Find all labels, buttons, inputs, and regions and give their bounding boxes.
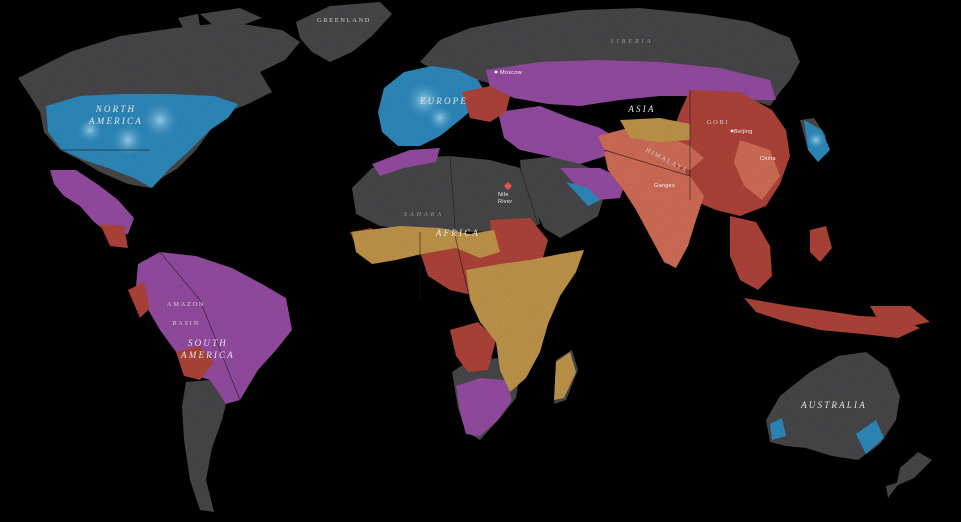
label-amazon: AMAZON bbox=[167, 301, 205, 308]
label-north-america-2: AMERICA bbox=[88, 116, 143, 126]
label-siberia: SIBERIA bbox=[611, 39, 654, 45]
label-basin: BASIN bbox=[172, 320, 200, 327]
label-beijing: Beijing bbox=[734, 129, 753, 135]
label-china: China bbox=[760, 156, 777, 162]
moscow-marker bbox=[494, 70, 498, 74]
beijing-marker bbox=[730, 129, 734, 133]
label-sahara: SAHARA bbox=[404, 212, 444, 218]
label-nile-2: River bbox=[498, 199, 512, 205]
label-europe: EUROPE bbox=[419, 96, 468, 106]
label-greenland: GREENLAND bbox=[317, 17, 371, 24]
label-south-america-1: SOUTH bbox=[188, 338, 228, 348]
label-nile-1: Nile bbox=[498, 192, 509, 198]
label-africa: AFRICA bbox=[435, 228, 480, 238]
label-south-america-2: AMERICA bbox=[180, 350, 235, 360]
city-markers bbox=[494, 70, 734, 190]
label-ganges: Ganges bbox=[654, 183, 675, 189]
label-gobi: GOBI bbox=[707, 119, 729, 126]
nile-marker bbox=[504, 182, 512, 190]
country-borders bbox=[60, 90, 691, 401]
label-moscow: Moscow bbox=[500, 70, 522, 76]
label-australia: AUSTRALIA bbox=[800, 400, 867, 410]
label-north-america-1: NORTH bbox=[95, 104, 137, 114]
label-asia: ASIA bbox=[627, 104, 655, 114]
